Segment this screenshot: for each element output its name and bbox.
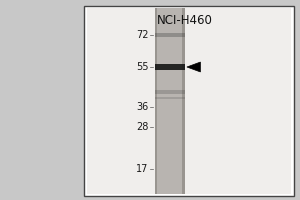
Bar xyxy=(154,90,184,94)
Text: 17: 17 xyxy=(136,164,148,174)
Text: 36: 36 xyxy=(136,102,148,112)
Bar xyxy=(154,64,184,70)
Text: 28: 28 xyxy=(136,122,148,132)
Bar xyxy=(154,33,184,37)
Bar xyxy=(154,8,184,194)
Bar xyxy=(87,8,291,194)
Bar xyxy=(154,8,157,194)
Text: 72: 72 xyxy=(136,30,148,40)
Bar xyxy=(182,8,184,194)
Polygon shape xyxy=(187,62,200,72)
Bar xyxy=(84,6,294,196)
Bar xyxy=(154,97,184,99)
Text: 55: 55 xyxy=(136,62,148,72)
Text: NCI-H460: NCI-H460 xyxy=(157,14,212,27)
